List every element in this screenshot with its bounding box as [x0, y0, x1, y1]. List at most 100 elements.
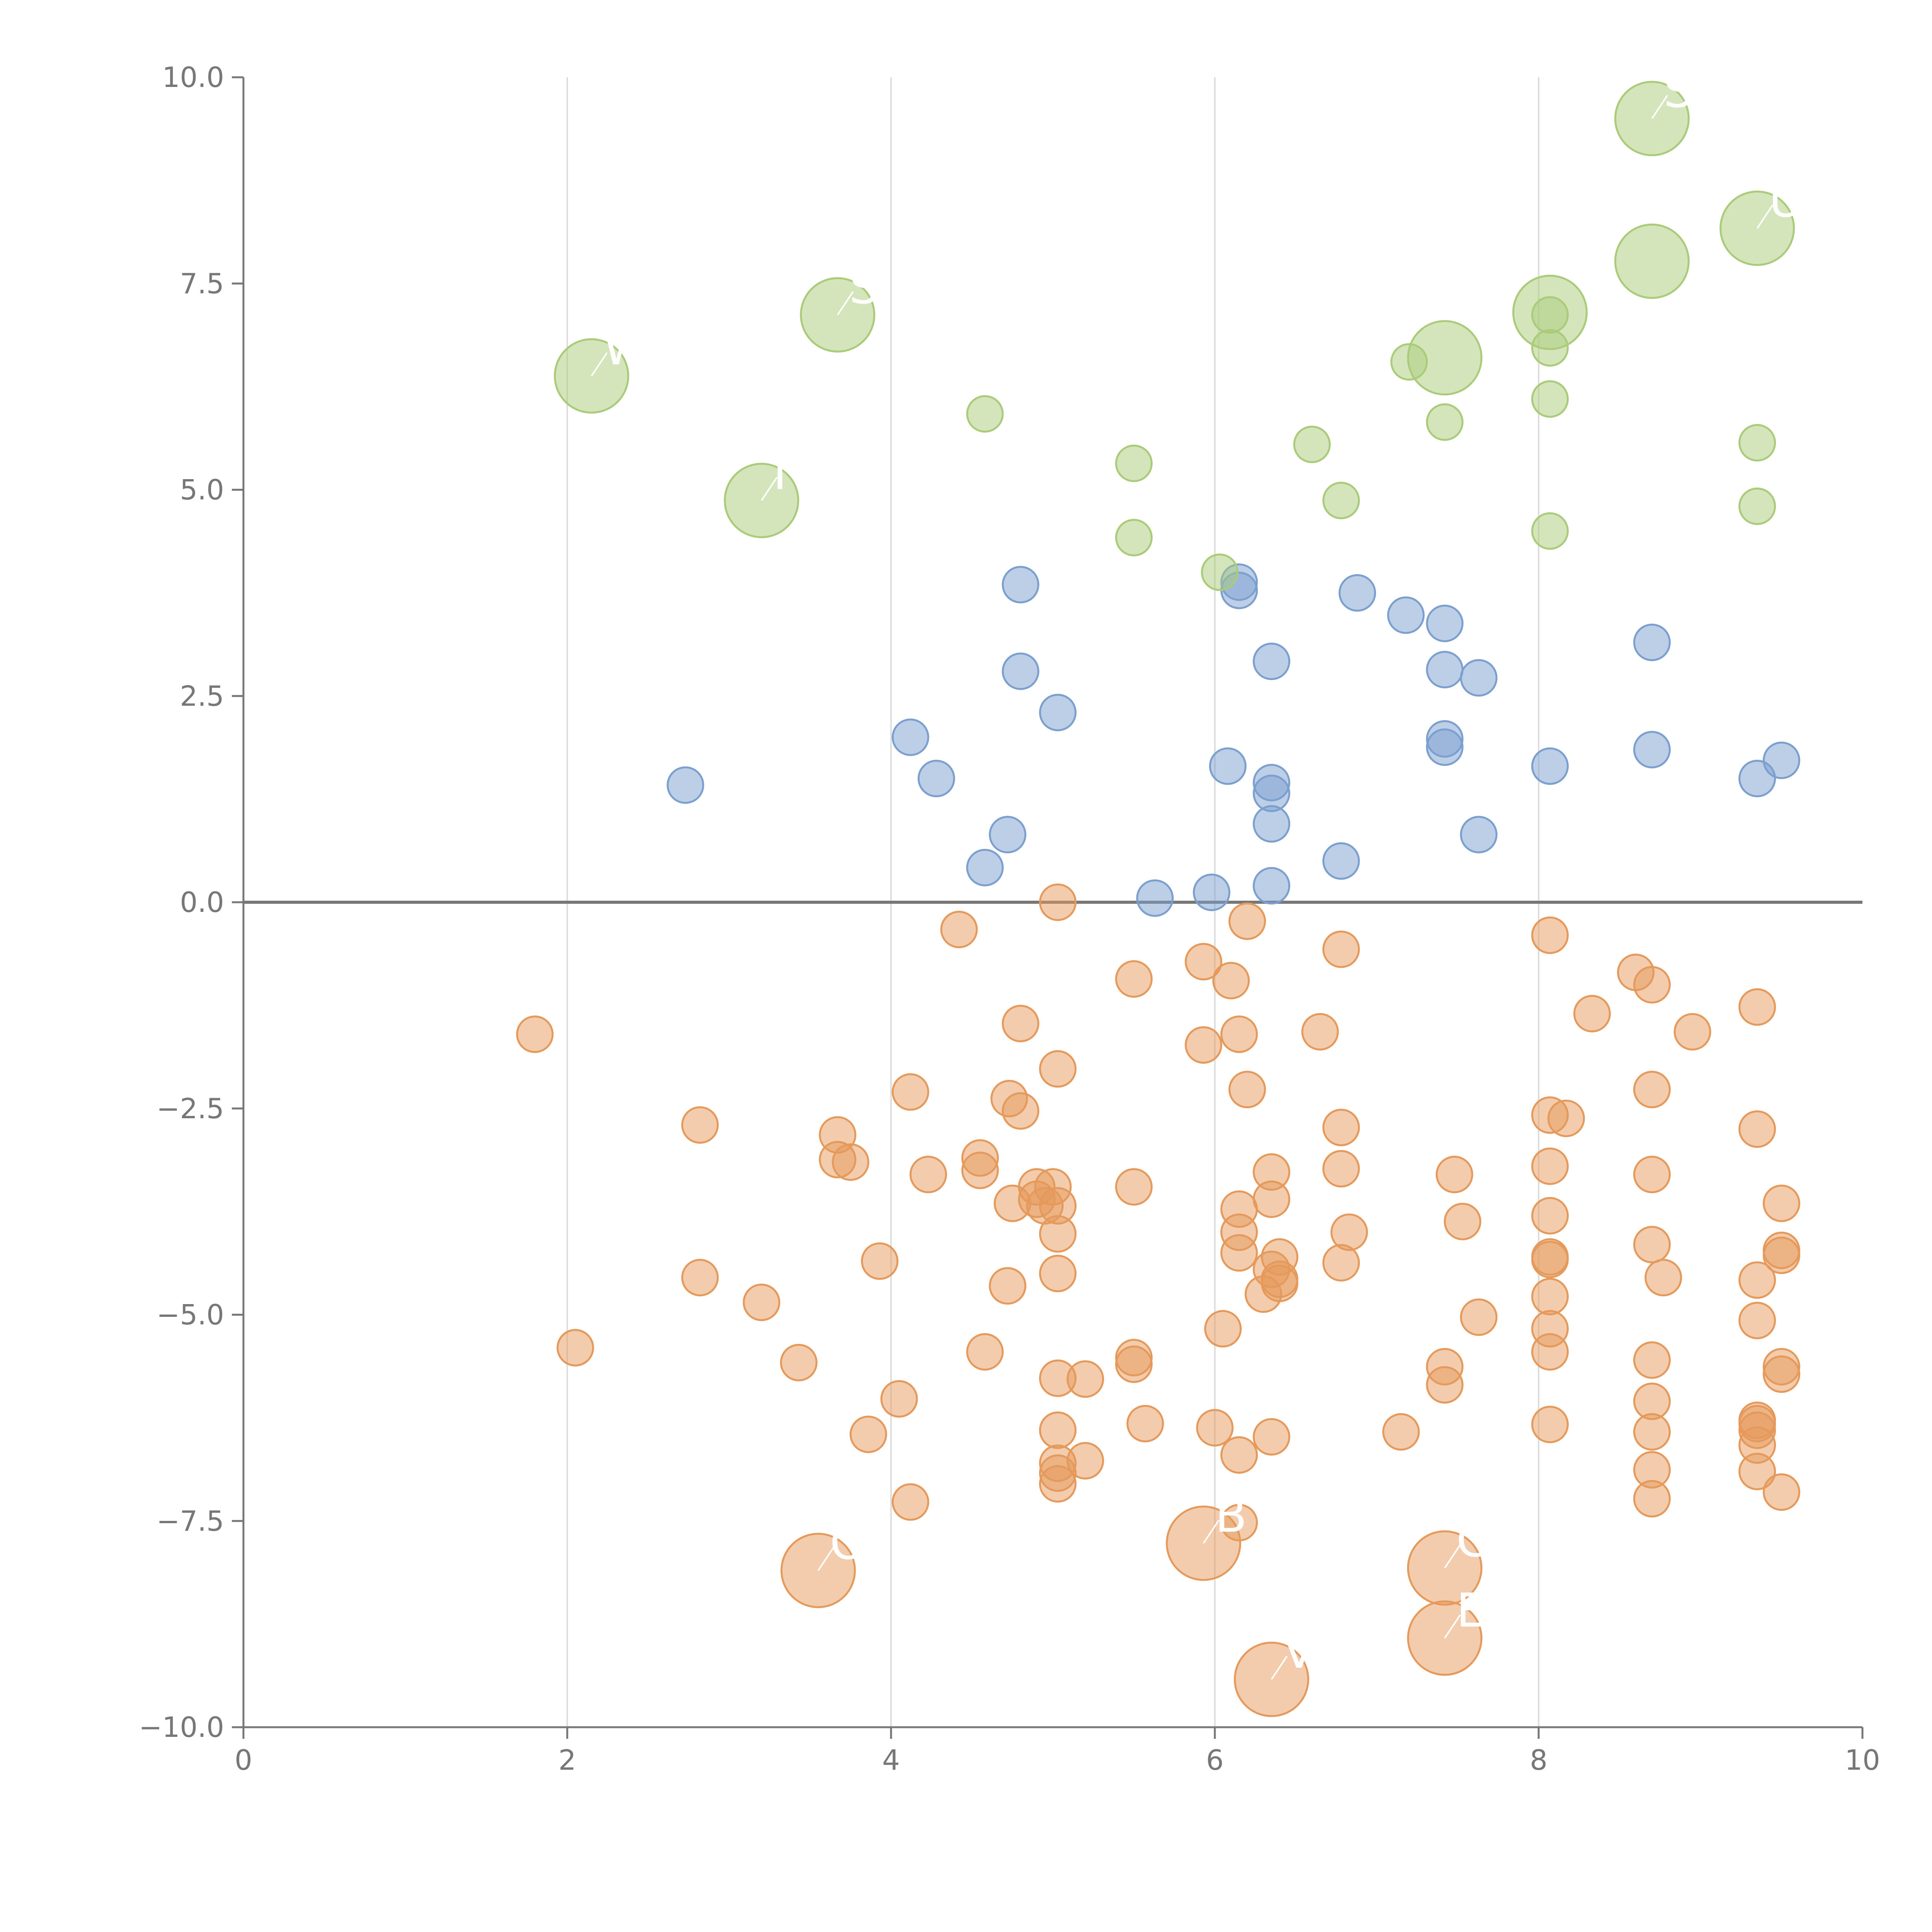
orange-point [909, 1156, 947, 1194]
orange-point [1039, 1411, 1077, 1449]
orange-point [961, 1151, 999, 1189]
orange-point [1185, 1026, 1223, 1064]
orange-point [1633, 1156, 1671, 1194]
point-label: C [1456, 1514, 1489, 1568]
green-point [1531, 512, 1569, 550]
green-point [966, 395, 1004, 433]
orange-point [1738, 1261, 1776, 1299]
orange-point [1039, 1465, 1077, 1503]
orange-point [1039, 1255, 1077, 1293]
blue-point [1633, 731, 1671, 769]
orange-point [1460, 1298, 1498, 1336]
orange-point [1633, 1480, 1671, 1518]
orange-point [1115, 1345, 1153, 1383]
point-label: EX [1456, 1584, 1517, 1638]
green-point [1531, 380, 1569, 418]
blue-point [1253, 805, 1291, 843]
orange-point [1738, 1452, 1776, 1490]
blue-point [1253, 643, 1291, 680]
orange-point [1738, 988, 1776, 1026]
blue-point [1426, 728, 1464, 766]
y-tick-label: −5.0 [156, 1299, 224, 1331]
orange-point [1435, 1156, 1473, 1194]
orange-point [832, 1143, 869, 1181]
orange-point [1633, 1226, 1671, 1264]
x-tick-label: 10 [1845, 1744, 1880, 1776]
orange-point [1531, 1147, 1569, 1185]
label-leader-line [591, 352, 608, 376]
green-point [1738, 487, 1776, 525]
blue-point [1387, 596, 1425, 634]
blue-point [1193, 873, 1231, 911]
orange-point [989, 1267, 1027, 1305]
orange-point [1763, 1473, 1800, 1511]
data-points [516, 81, 1800, 1717]
orange-point [1322, 1150, 1360, 1188]
blue-point [1322, 842, 1360, 880]
orange-point [1633, 966, 1671, 1003]
point-label: V [1283, 1625, 1315, 1679]
orange-point [1673, 1013, 1711, 1051]
green-point [1115, 444, 1153, 482]
orange-point [1002, 1005, 1039, 1043]
orange-point [1633, 1413, 1671, 1451]
y-tick-label: 0.0 [180, 886, 224, 918]
point-label: I [773, 446, 787, 500]
blue-point [1460, 816, 1498, 854]
orange-point [1002, 1092, 1039, 1130]
orange-point [1039, 1215, 1077, 1253]
point-label: W [603, 322, 649, 376]
x-tick-label: 0 [235, 1744, 252, 1776]
orange-point [1738, 1301, 1776, 1339]
blue-point [966, 849, 1004, 886]
orange-point [1039, 883, 1077, 921]
green-point [1738, 424, 1776, 462]
green-point [1115, 519, 1153, 556]
orange-point [1126, 1405, 1164, 1442]
point-label: S [849, 261, 879, 315]
label-leader-line [1203, 1519, 1220, 1544]
orange-point [1738, 1110, 1776, 1148]
green-point [1322, 481, 1360, 519]
blue-point [1039, 694, 1077, 731]
orange-point [966, 1333, 1004, 1371]
orange-point [1633, 1341, 1671, 1379]
label-leader-line [761, 477, 778, 501]
orange-point [516, 1015, 554, 1053]
blue-point [1531, 747, 1569, 785]
blue-point [1763, 742, 1800, 779]
blue-point [1253, 867, 1291, 905]
orange-point [1204, 1310, 1242, 1348]
orange-point [1115, 960, 1153, 998]
orange-point [1645, 1259, 1682, 1296]
orange-point [1531, 1240, 1569, 1278]
orange-point [1220, 1015, 1258, 1053]
orange-point [1444, 1202, 1481, 1240]
orange-point [1066, 1360, 1104, 1398]
y-tick-label: 10.0 [162, 61, 224, 94]
point-labels: W I S STM UN O B V C EX [591, 65, 1837, 1680]
orange-point [849, 1415, 887, 1453]
orange-point [1531, 1278, 1569, 1316]
blue-point [1633, 623, 1671, 661]
blue-point [1338, 574, 1376, 612]
green-highlight-point [1512, 274, 1588, 350]
label-leader-line [1651, 95, 1668, 119]
orange-point [1330, 1213, 1368, 1251]
orange-point [891, 1483, 929, 1521]
y-tick-label: −2.5 [156, 1092, 224, 1125]
orange-point [1763, 1236, 1800, 1274]
blue-point [1002, 566, 1039, 604]
green-highlight-point [1614, 223, 1690, 299]
blue-point [1209, 747, 1247, 785]
label-leader-line [1444, 1544, 1461, 1569]
label-leader-line [837, 291, 854, 315]
blue-point [667, 766, 704, 804]
blue-point [917, 760, 955, 798]
orange-point [880, 1380, 918, 1418]
orange-point [1228, 902, 1266, 940]
orange-point [1382, 1413, 1420, 1451]
blue-point [1426, 651, 1464, 689]
point-label: O [830, 1516, 866, 1570]
axes: 10.0 7.5 5.0 2.5 0.0 −2.5 −5.0 −7.5 −10.0 0 2 4 6 8 10 [139, 61, 1880, 1776]
